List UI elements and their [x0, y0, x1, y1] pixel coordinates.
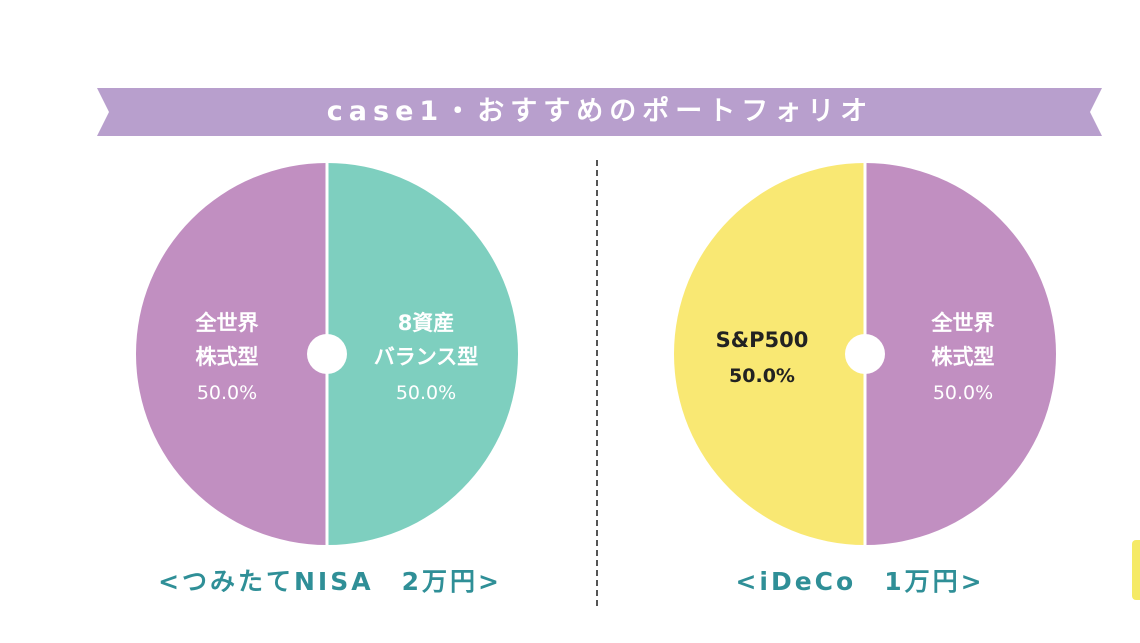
pie-slice-1	[327, 163, 518, 545]
slice-label-all-world-right: 全世界 株式型 50.0%	[893, 306, 1033, 410]
caption-tsumitate-nisa: <つみたてNISA 2万円>	[158, 567, 502, 596]
banner-ribbon-shape	[97, 88, 1102, 136]
pie-center-hole	[845, 334, 885, 374]
slice-label-sp500: S&P500 50.0%	[692, 323, 832, 393]
pie-center-hole	[307, 334, 347, 374]
pie-slice-1	[865, 163, 1056, 545]
slice-percent: 50.0%	[729, 365, 795, 387]
slice-name-line2: バランス型	[373, 345, 479, 369]
slice-name-line1: S&P500	[715, 328, 809, 352]
slice-percent: 50.0%	[395, 382, 457, 404]
edge-decoration	[1132, 540, 1140, 600]
slice-name-line1: 全世界	[931, 311, 995, 335]
pie-chart-ideco	[674, 163, 1056, 545]
pie-slice-0	[136, 163, 327, 545]
dashed-divider	[596, 160, 598, 606]
slice-name-line1: 8資産	[397, 311, 455, 335]
caption-ideco: <iDeCo 1万円>	[735, 567, 985, 596]
slice-percent: 50.0%	[196, 382, 258, 404]
slice-name-line1: 全世界	[195, 311, 259, 335]
pie-chart-tsumitate-nisa	[136, 163, 518, 545]
slice-percent: 50.0%	[932, 382, 994, 404]
banner-title: case1・おすすめのポートフォリオ	[326, 96, 874, 127]
pie-slice-0	[674, 163, 865, 545]
slice-name-line2: 株式型	[931, 345, 995, 369]
slice-name-line2: 株式型	[195, 345, 259, 369]
slice-label-8-assets-balanced: 8資産 バランス型 50.0%	[351, 306, 501, 410]
banner-ribbon	[97, 88, 1102, 136]
slice-label-all-world-left: 全世界 株式型 50.0%	[157, 306, 297, 410]
